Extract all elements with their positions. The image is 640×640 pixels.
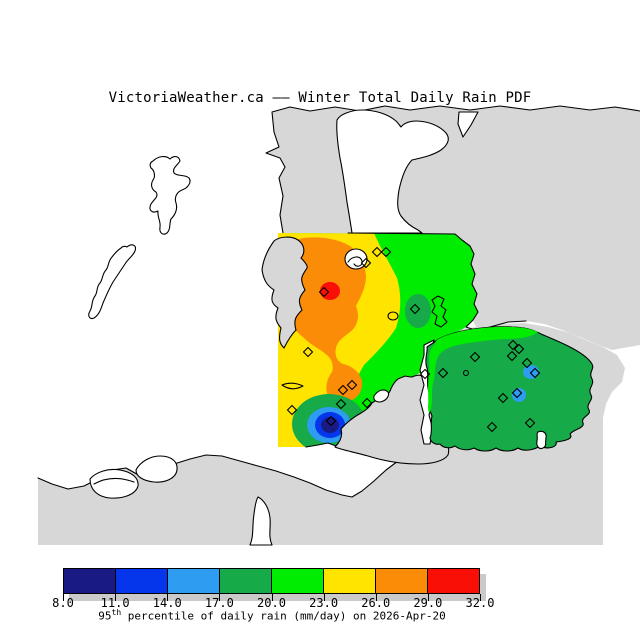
map-title: VictoriaWeather.ca —— Winter Total Daily… (108, 90, 532, 106)
colorbar-tick (480, 594, 481, 601)
field-29-32 (320, 282, 340, 300)
colorbar-segment (428, 569, 479, 593)
colorbar-segment (324, 569, 376, 593)
lake-outline-elk (431, 295, 448, 328)
colorbar-tick (427, 594, 429, 601)
diamond-icon (325, 415, 337, 427)
diamond-icon (524, 417, 536, 429)
bay-dungeness (135, 455, 178, 483)
diamond-icon (506, 350, 518, 362)
colorbar-tick-label: 14.0 (152, 596, 182, 610)
colorbar-tick-label: 29.0 (413, 596, 443, 610)
land-malahat (261, 236, 308, 349)
colorbar-segment (64, 569, 116, 593)
colorbar-segment (116, 569, 168, 593)
colorbar-segment (220, 569, 272, 593)
diamond-icon (337, 384, 349, 396)
colorbar-tick-label: 17.0 (204, 596, 234, 610)
colorbar-tick (271, 594, 273, 601)
diamond-icon (469, 351, 481, 363)
island-small-southeast (536, 430, 547, 450)
lake-outline-west (281, 382, 304, 390)
diamond-icon (419, 368, 431, 380)
island-pond-outline (462, 369, 470, 377)
bay-discovery (249, 496, 273, 546)
spit-ediz (93, 477, 135, 485)
island-west-south (88, 244, 136, 320)
hook-inlet-spit (347, 256, 363, 267)
diamond-icon (497, 392, 509, 404)
diamond-icon (371, 246, 383, 258)
diamond-icon (521, 357, 533, 369)
colorbar-tick (219, 594, 221, 601)
diamond-icon (511, 387, 523, 399)
diamond-icon (507, 339, 519, 351)
diamond-icon (437, 367, 449, 379)
colorbar-tick-label: 8.0 (52, 596, 74, 610)
diamond-icon (318, 286, 330, 298)
colorbar-segment (168, 569, 220, 593)
diamond-icon (346, 379, 358, 391)
diamond-icon (513, 343, 525, 355)
diamond-icon (409, 303, 421, 315)
colorbar-segments (63, 568, 480, 594)
caption-base: 95 (98, 609, 112, 623)
colorbar-tick (323, 594, 325, 601)
station-markers (286, 246, 541, 433)
diamond-icon (286, 404, 298, 416)
caption-rest: percentile of daily rain (mm/day) on 202… (121, 609, 446, 623)
bay-victoria-notch (373, 389, 390, 403)
colorbar-segment (272, 569, 324, 593)
diamond-icon (302, 346, 314, 358)
colorbar-tick (63, 594, 64, 601)
colorbar-segment (376, 569, 428, 593)
colorbar-tick-label: 20.0 (257, 596, 286, 610)
colorbar-caption: 95th percentile of daily rain (mm/day) o… (0, 608, 544, 623)
diamond-icon (360, 257, 372, 269)
diamond-icon (486, 421, 498, 433)
colorbar-tick (375, 594, 377, 601)
colorbar-tick (115, 594, 117, 601)
diamond-icon (361, 397, 373, 409)
colorbar-tick-label: 23.0 (309, 596, 339, 610)
diamond-icon (529, 367, 541, 379)
caption-sup: th (111, 608, 122, 617)
colorbar-tick-label: 11.0 (100, 596, 130, 610)
bay-ediz-hook (89, 468, 139, 499)
inlet-notch (457, 111, 479, 138)
island-east-20-23-fringe (428, 326, 538, 413)
diamond-icon (335, 398, 347, 410)
island-east-17-20 (425, 326, 594, 452)
saanich-inlet (336, 109, 449, 234)
island-west-north (149, 156, 191, 235)
colorbar-tick-label: 26.0 (361, 596, 391, 610)
coastline-northeast (265, 105, 640, 234)
lake-outline-elk-small (387, 311, 399, 321)
colorbar-tick (167, 594, 169, 601)
colorbar-tick-label: 32.0 (465, 596, 495, 610)
diamond-icon (380, 246, 392, 258)
